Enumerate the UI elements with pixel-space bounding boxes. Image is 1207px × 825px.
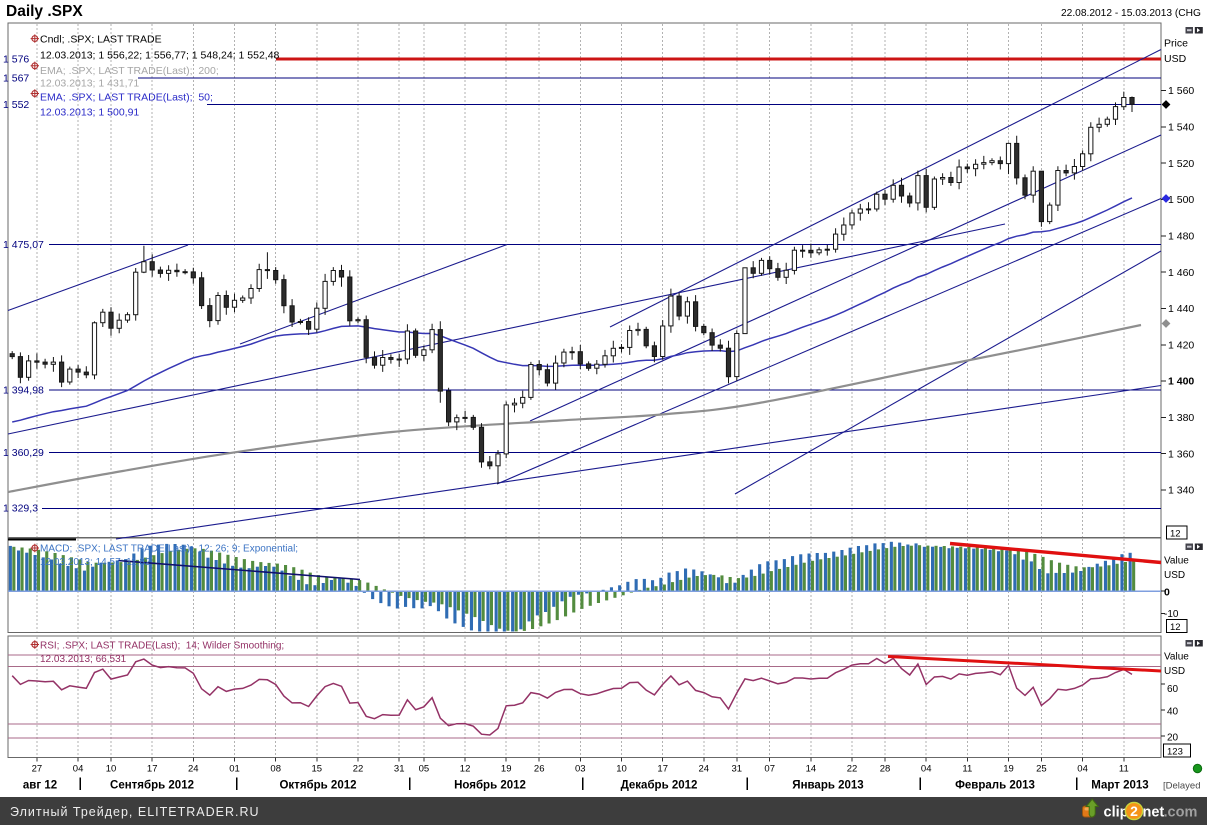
svg-text:20: 20 bbox=[1167, 733, 1179, 744]
svg-text:-10: -10 bbox=[1164, 609, 1179, 620]
svg-text:Сентябрь 2012: Сентябрь 2012 bbox=[110, 780, 194, 792]
svg-text:17: 17 bbox=[147, 764, 158, 775]
svg-text:11: 11 bbox=[962, 764, 972, 775]
svg-text:31: 31 bbox=[732, 764, 743, 775]
svg-text:EMA; .SPX; LAST TRADE(Last);: EMA; .SPX; LAST TRADE(Last); 50; bbox=[40, 91, 213, 103]
svg-text:27: 27 bbox=[32, 764, 43, 775]
svg-text:04: 04 bbox=[73, 764, 84, 775]
svg-text:EMA; .SPX; LAST TRADE(Last);: EMA; .SPX; LAST TRADE(Last); 200; bbox=[40, 65, 219, 77]
svg-text:1 560: 1 560 bbox=[1168, 85, 1194, 97]
svg-text:12.03.2013; 14,57; 11,82: 12.03.2013; 14,57; 11,82 bbox=[40, 557, 151, 568]
svg-text:40: 40 bbox=[1167, 707, 1179, 718]
svg-text:31: 31 bbox=[394, 764, 405, 775]
svg-text:1 360,29: 1 360,29 bbox=[3, 447, 44, 459]
svg-text:1 540: 1 540 bbox=[1168, 122, 1194, 134]
svg-text:19: 19 bbox=[1003, 764, 1014, 775]
svg-text:04: 04 bbox=[921, 764, 932, 775]
svg-text:28: 28 bbox=[880, 764, 891, 775]
svg-text:1 340: 1 340 bbox=[1168, 485, 1194, 497]
svg-text:17: 17 bbox=[657, 764, 668, 775]
svg-text:1 500: 1 500 bbox=[1168, 194, 1194, 206]
svg-text:1 520: 1 520 bbox=[1168, 158, 1194, 170]
svg-text:Ноябрь 2012: Ноябрь 2012 bbox=[454, 780, 526, 792]
svg-text:1 552: 1 552 bbox=[3, 99, 29, 111]
svg-text:19: 19 bbox=[501, 764, 512, 775]
svg-text:12.03.2013; 1 500,91: 12.03.2013; 1 500,91 bbox=[40, 106, 139, 118]
svg-text:24: 24 bbox=[699, 764, 710, 775]
svg-text:03: 03 bbox=[575, 764, 586, 775]
svg-text:123: 123 bbox=[1167, 747, 1183, 758]
svg-text:0: 0 bbox=[1164, 587, 1170, 599]
svg-text:1 394,98: 1 394,98 bbox=[3, 385, 44, 397]
svg-text:07: 07 bbox=[764, 764, 775, 775]
svg-text:1 567: 1 567 bbox=[3, 73, 29, 85]
svg-text:USD: USD bbox=[1164, 53, 1187, 65]
svg-text:12.03.2013; 1 556,22; 1 556,77: 12.03.2013; 1 556,22; 1 556,77; 1 548,24… bbox=[40, 49, 280, 61]
svg-text:22: 22 bbox=[353, 764, 364, 775]
svg-text:1 480: 1 480 bbox=[1168, 230, 1194, 242]
svg-text:2: 2 bbox=[1130, 803, 1138, 819]
svg-text:25: 25 bbox=[1036, 764, 1047, 775]
svg-text:14: 14 bbox=[806, 764, 817, 775]
svg-text:Value: Value bbox=[1164, 651, 1189, 662]
svg-text:15: 15 bbox=[312, 764, 323, 775]
svg-text:авг 12: авг 12 bbox=[23, 780, 57, 792]
svg-text:12: 12 bbox=[460, 764, 471, 775]
svg-text:12: 12 bbox=[1170, 622, 1181, 633]
svg-text:Price: Price bbox=[1164, 38, 1188, 50]
svg-text:05: 05 bbox=[419, 764, 430, 775]
svg-text:MACD; .SPX; LAST TRADE(Last);: MACD; .SPX; LAST TRADE(Last); 12; 26; 9;… bbox=[40, 544, 298, 555]
svg-text:Value: Value bbox=[1164, 556, 1189, 567]
svg-text:Октябрь 2012: Октябрь 2012 bbox=[279, 780, 356, 792]
svg-text:Декабрь 2012: Декабрь 2012 bbox=[621, 780, 698, 792]
svg-text:[Delayed: [Delayed bbox=[1163, 781, 1201, 792]
svg-text:12.03.2013; 66,531: 12.03.2013; 66,531 bbox=[40, 654, 127, 665]
svg-text:08: 08 bbox=[270, 764, 281, 775]
svg-text:clip: clip bbox=[1104, 805, 1129, 821]
svg-text:22: 22 bbox=[847, 764, 858, 775]
svg-text:1 360: 1 360 bbox=[1168, 448, 1194, 460]
svg-text:Февраль 2013: Февраль 2013 bbox=[955, 780, 1035, 792]
svg-text:Cndl; .SPX; LAST TRADE: Cndl; .SPX; LAST TRADE bbox=[40, 33, 162, 45]
svg-text:.com: .com bbox=[1164, 805, 1198, 821]
svg-text:1 380: 1 380 bbox=[1168, 412, 1194, 424]
svg-text:1 329,3: 1 329,3 bbox=[3, 503, 38, 515]
svg-text:22.08.2012 - 15.03.2013 (CHG: 22.08.2012 - 15.03.2013 (CHG bbox=[1061, 8, 1201, 19]
svg-text:12: 12 bbox=[1170, 529, 1181, 540]
svg-text:1 400: 1 400 bbox=[1168, 376, 1194, 388]
svg-text:RSI; .SPX; LAST TRADE(Last);: RSI; .SPX; LAST TRADE(Last); 14; Wilder … bbox=[40, 640, 284, 651]
svg-text:Элитный Трейдер, ELITETRADER.R: Элитный Трейдер, ELITETRADER.RU bbox=[10, 805, 260, 819]
svg-text:24: 24 bbox=[188, 764, 199, 775]
svg-text:USD: USD bbox=[1164, 570, 1185, 581]
svg-text:12.03.2013; 1 431,71: 12.03.2013; 1 431,71 bbox=[40, 78, 139, 90]
svg-text:10: 10 bbox=[106, 764, 117, 775]
svg-text:04: 04 bbox=[1077, 764, 1088, 775]
svg-text:1 576: 1 576 bbox=[3, 54, 29, 66]
svg-text:1 420: 1 420 bbox=[1168, 339, 1194, 351]
svg-text:Daily .SPX: Daily .SPX bbox=[6, 3, 83, 20]
svg-text:26: 26 bbox=[534, 764, 545, 775]
svg-text:USD: USD bbox=[1164, 666, 1185, 677]
svg-text:net: net bbox=[1143, 805, 1165, 821]
svg-text:11: 11 bbox=[1119, 764, 1129, 775]
svg-text:1 460: 1 460 bbox=[1168, 267, 1194, 279]
svg-text:60: 60 bbox=[1167, 684, 1179, 695]
svg-text:10: 10 bbox=[616, 764, 627, 775]
svg-text:1 440: 1 440 bbox=[1168, 303, 1194, 315]
svg-text:Январь 2013: Январь 2013 bbox=[792, 780, 863, 792]
svg-text:1 475,07: 1 475,07 bbox=[3, 239, 44, 251]
svg-text:Март 2013: Март 2013 bbox=[1091, 780, 1148, 792]
svg-text:01: 01 bbox=[229, 764, 240, 775]
